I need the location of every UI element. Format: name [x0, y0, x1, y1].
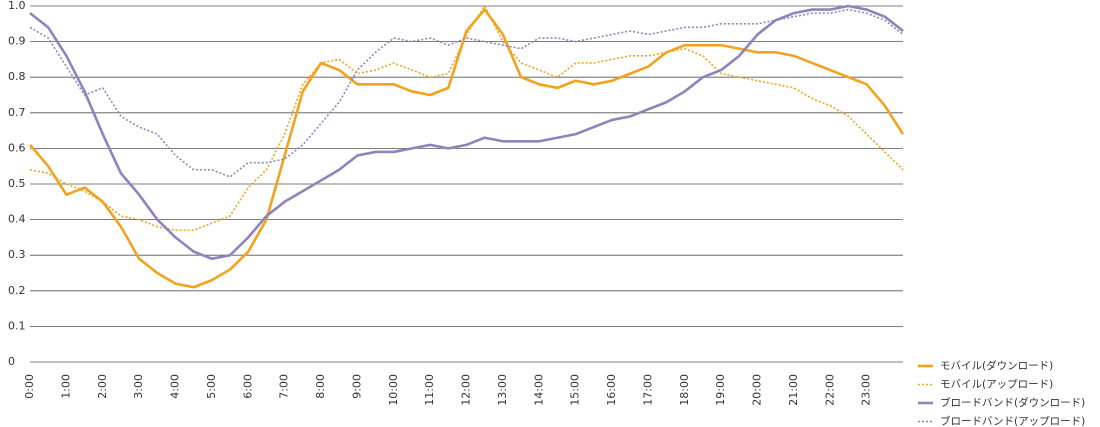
- x-tick-label: 12:00: [460, 374, 473, 406]
- x-tick-label: 4:00: [169, 374, 182, 399]
- x-tick-label: 22:00: [823, 374, 836, 406]
- y-tick-label: 0.9: [8, 35, 26, 48]
- y-tick-label: 0: [8, 355, 15, 368]
- x-tick-label: 11:00: [423, 374, 436, 406]
- x-tick-label: 21:00: [787, 374, 800, 406]
- x-tick-label: 16:00: [605, 374, 618, 406]
- legend-label: モバイル(ダウンロード): [940, 359, 1053, 372]
- x-tick-label: 1:00: [59, 374, 72, 399]
- x-tick-label: 9:00: [350, 374, 363, 399]
- x-tick-label: 18:00: [678, 374, 691, 406]
- x-tick-label: 6:00: [241, 374, 254, 399]
- x-tick-label: 0:00: [23, 374, 36, 399]
- series-line: [29, 4, 904, 261]
- x-tick-label: 19:00: [714, 374, 727, 406]
- x-tick-label: 17:00: [641, 374, 654, 406]
- x-tick-label: 5:00: [205, 374, 218, 399]
- x-tick-label: 8:00: [314, 374, 327, 399]
- x-tick-label: 23:00: [860, 374, 873, 406]
- y-tick-label: 0.6: [8, 141, 26, 154]
- x-tick-label: 2:00: [96, 374, 109, 399]
- x-tick-label: 7:00: [278, 374, 291, 399]
- series-line: [29, 5, 904, 232]
- y-tick-label: 0.8: [8, 70, 26, 83]
- y-tick-label: 1.0: [8, 0, 26, 12]
- y-tick-label: 0.5: [8, 177, 26, 190]
- legend-label: モバイル(アップロード): [940, 379, 1053, 391]
- series-line: [29, 8, 904, 178]
- legend-label: ブロードバンド(アップロード): [940, 415, 1085, 427]
- y-tick-label: 0.7: [8, 106, 26, 119]
- series-line: [29, 8, 905, 289]
- y-tick-label: 0.3: [8, 248, 26, 261]
- x-tick-label: 20:00: [751, 374, 764, 406]
- x-tick-label: 10:00: [387, 374, 400, 406]
- y-tick-label: 0.1: [8, 319, 26, 332]
- y-tick-label: 0.2: [8, 284, 26, 297]
- x-tick-label: 14:00: [532, 374, 545, 406]
- x-tick-label: 15:00: [569, 374, 582, 406]
- legend-label: ブロードバンド(ダウンロード): [940, 396, 1085, 409]
- x-tick-label: 13:00: [496, 374, 509, 406]
- y-tick-label: 0.4: [8, 213, 26, 226]
- x-tick-label: 3:00: [132, 374, 145, 399]
